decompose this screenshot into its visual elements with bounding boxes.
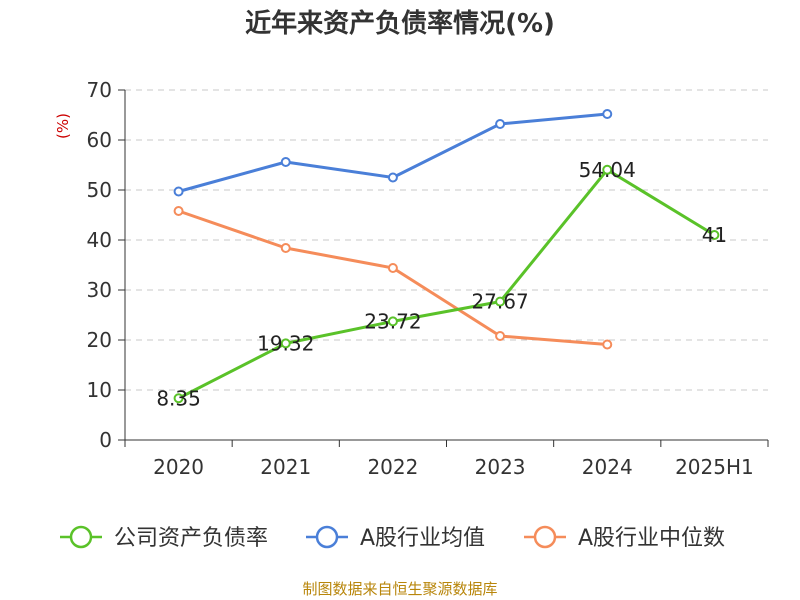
- x-tick-label: 2022: [367, 455, 418, 479]
- x-tick-label: 2021: [260, 455, 311, 479]
- data-point: [280, 157, 291, 167]
- legend-label: 公司资产负债率: [114, 526, 268, 551]
- y-tick-label: 10: [87, 378, 112, 402]
- y-tick-label: 30: [87, 278, 112, 302]
- data-label: 8.35: [156, 386, 201, 410]
- legend-label: A股行业均值: [360, 526, 485, 551]
- legend-item[interactable]: 公司资产负债率: [60, 525, 268, 551]
- data-point: [387, 172, 398, 183]
- legend-marker: [315, 525, 339, 549]
- legend-marker: [533, 525, 557, 549]
- legend: 公司资产负债率 A股行业均值 A股行业中位数: [60, 525, 725, 551]
- data-label: 23.72: [364, 309, 421, 333]
- data-label: 41: [702, 223, 727, 247]
- legend-label: A股行业中位数: [578, 526, 725, 551]
- y-tick-label: 20: [87, 328, 112, 352]
- data-point: [280, 243, 291, 253]
- y-tick-label: 0: [99, 428, 112, 452]
- data-point: [387, 316, 398, 327]
- series-layer: [173, 109, 720, 404]
- x-tick-label: 2024: [582, 455, 633, 479]
- chart-title: 近年来资产负债率情况(%): [245, 8, 555, 39]
- data-point: [173, 393, 184, 404]
- data-point: [387, 263, 398, 273]
- data-point: [602, 109, 613, 119]
- data-point: [495, 331, 506, 341]
- y-axis-label: (%): [54, 113, 72, 139]
- x-tick-label: 2020: [153, 455, 204, 479]
- data-point: [495, 119, 506, 129]
- data-label: 54.04: [579, 158, 636, 182]
- source-note: 制图数据来自恒生聚源数据库: [302, 580, 497, 598]
- y-tick-label: 60: [87, 128, 112, 152]
- data-point: [495, 296, 506, 307]
- data-label: 19.32: [257, 331, 314, 355]
- legend-item[interactable]: A股行业中位数: [524, 525, 725, 551]
- x-tick-label: 2025H1: [675, 455, 754, 479]
- series-line: [177, 168, 716, 400]
- x-tick-label: 2023: [475, 455, 526, 479]
- legend-marker: [69, 525, 93, 549]
- y-tick-label: 50: [87, 178, 112, 202]
- data-point: [602, 339, 613, 350]
- legend-item[interactable]: A股行业均值: [306, 525, 485, 551]
- axes: 0 10 20 30 40 50 60 70 2020 2021 2022 2023 2024 2025H…: [87, 78, 769, 479]
- grid-lines: [125, 89, 768, 391]
- data-point: [173, 186, 184, 197]
- data-point: [173, 206, 184, 216]
- data-point: [709, 230, 720, 240]
- data-label: 27.67: [471, 290, 528, 314]
- y-tick-label: 40: [87, 228, 112, 252]
- data-point: [602, 164, 613, 175]
- y-tick-label: 70: [87, 78, 112, 102]
- data-labels: 8.35 19.32 23.72 27.67 54.04 41: [156, 158, 727, 410]
- data-point: [280, 338, 291, 349]
